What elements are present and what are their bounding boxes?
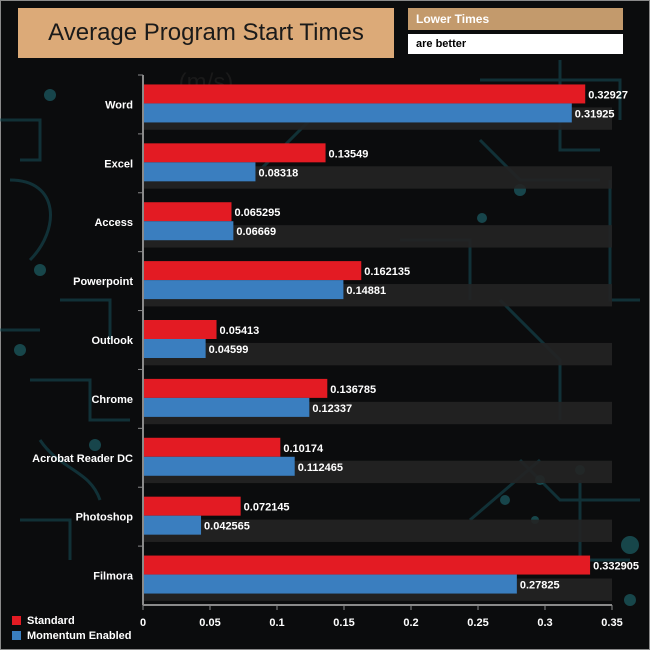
x-tick-label: 0.2 <box>403 617 418 629</box>
bar-value-label: 0.162135 <box>364 266 410 278</box>
bar-value-label: 0.10174 <box>283 443 324 455</box>
bar-momentum <box>144 221 234 241</box>
category-label: Acrobat Reader DC <box>32 453 133 465</box>
bar-value-label: 0.08318 <box>258 167 298 179</box>
bar-standard <box>144 378 328 398</box>
legend-momentum: Momentum Enabled <box>12 630 132 642</box>
bar-standard <box>144 555 591 575</box>
bar-value-label: 0.12337 <box>312 403 352 415</box>
band-stripe <box>143 225 612 248</box>
x-tick-label: 0.1 <box>269 617 284 629</box>
x-tick-label: 0.3 <box>537 617 552 629</box>
note-are-better: are better <box>408 34 623 54</box>
bar-value-label: 0.31925 <box>575 108 615 120</box>
category-label: Photoshop <box>76 512 134 524</box>
category-label: Excel <box>104 158 133 170</box>
x-tick-label: 0 <box>140 617 146 629</box>
bar-momentum <box>144 280 344 300</box>
bar-value-label: 0.042565 <box>204 521 250 533</box>
bar-standard <box>144 437 281 457</box>
x-tick-label: 0.05 <box>199 617 220 629</box>
bar-value-label: 0.14881 <box>346 285 386 297</box>
bar-momentum <box>144 574 517 594</box>
legend-momentum-swatch <box>12 631 21 640</box>
legend-momentum-label: Momentum Enabled <box>27 630 132 642</box>
chart-title: Average Program Start Times (m/s) <box>18 8 394 96</box>
bar-standard <box>144 143 326 163</box>
bar-momentum <box>144 515 202 535</box>
category-label: Outlook <box>91 335 133 347</box>
x-tick-label: 0.25 <box>467 617 488 629</box>
x-tick-label: 0.15 <box>333 617 354 629</box>
bar-standard <box>144 496 241 516</box>
legend-standard-label: Standard <box>27 615 75 627</box>
category-label: Access <box>94 217 133 229</box>
bar-value-label: 0.32927 <box>588 89 628 101</box>
bar-value-label: 0.06669 <box>236 226 276 238</box>
bar-momentum <box>144 339 206 358</box>
bar-value-label: 0.04599 <box>209 344 249 356</box>
bar-standard <box>144 84 586 104</box>
bar-value-label: 0.112465 <box>298 462 343 474</box>
bar-value-label: 0.332905 <box>593 561 639 573</box>
bar-value-label: 0.065295 <box>234 207 280 219</box>
band-stripe <box>143 519 612 542</box>
bar-value-label: 0.27825 <box>520 580 560 592</box>
bar-momentum <box>144 103 572 123</box>
category-label: Filmora <box>93 571 134 583</box>
bar-value-label: 0.072145 <box>244 502 290 514</box>
bar-standard <box>144 320 217 339</box>
bar-standard <box>144 261 362 281</box>
bar-value-label: 0.13549 <box>329 148 369 160</box>
bar-value-label: 0.136785 <box>330 384 376 396</box>
x-tick-label: 0.35 <box>601 617 622 629</box>
bar-standard <box>144 202 232 222</box>
category-label: Word <box>105 99 133 111</box>
bar-value-label: 0.05413 <box>220 325 260 337</box>
category-label: Chrome <box>91 394 133 406</box>
band-stripe <box>143 166 612 189</box>
note-lower-times: Lower Times <box>408 8 623 30</box>
bar-momentum <box>144 162 256 182</box>
band-stripe <box>143 342 612 366</box>
bar-momentum <box>144 397 310 417</box>
category-label: Powerpoint <box>73 276 133 288</box>
legend-standard: Standard <box>12 615 75 627</box>
bar-momentum <box>144 456 295 476</box>
legend-standard-swatch <box>12 616 21 625</box>
